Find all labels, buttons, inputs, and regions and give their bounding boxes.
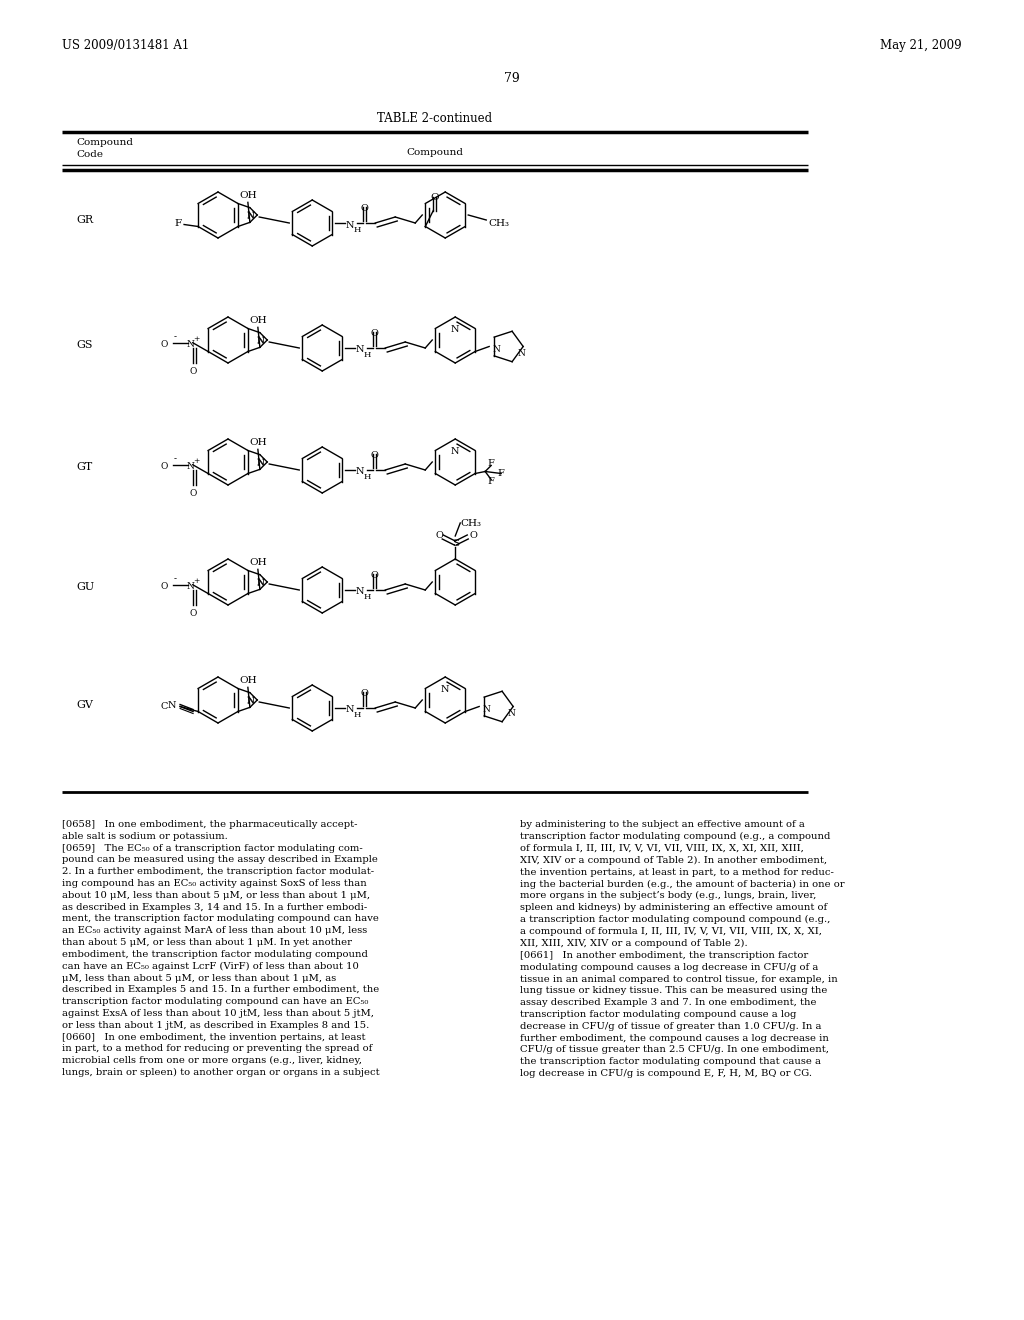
Text: N: N — [345, 220, 353, 230]
Text: N: N — [186, 462, 195, 471]
Text: OH: OH — [239, 676, 257, 685]
Text: H: H — [364, 593, 371, 601]
Text: GV: GV — [76, 700, 93, 710]
Text: H: H — [353, 711, 360, 719]
Text: Compound: Compound — [407, 148, 464, 157]
Text: GT: GT — [76, 462, 92, 473]
Text: O: O — [371, 572, 378, 579]
Text: OH: OH — [249, 558, 266, 568]
Text: N: N — [345, 705, 353, 714]
Text: N: N — [482, 705, 490, 714]
Text: Code: Code — [76, 150, 103, 158]
Text: H: H — [353, 226, 360, 234]
Text: N: N — [441, 685, 450, 694]
Text: TABLE 2-continued: TABLE 2-continued — [378, 111, 493, 124]
Text: N: N — [257, 578, 265, 587]
Text: by administering to the subject an effective amount of a
transcription factor mo: by administering to the subject an effec… — [520, 820, 845, 1078]
Text: GU: GU — [76, 582, 94, 591]
Text: O: O — [371, 451, 378, 459]
Text: GR: GR — [76, 215, 93, 224]
Text: O: O — [161, 341, 168, 350]
Text: N: N — [257, 458, 265, 467]
Text: N: N — [186, 341, 195, 350]
Text: N: N — [247, 697, 255, 706]
Text: CH₃: CH₃ — [460, 519, 481, 528]
Text: N: N — [247, 211, 255, 220]
Text: May 21, 2009: May 21, 2009 — [881, 38, 962, 51]
Text: C: C — [161, 702, 168, 711]
Text: H: H — [364, 351, 371, 359]
Text: N: N — [168, 701, 176, 710]
Text: -: - — [173, 454, 176, 463]
Text: O: O — [371, 329, 378, 338]
Text: CH₃: CH₃ — [488, 219, 509, 227]
Text: H: H — [364, 473, 371, 480]
Text: OH: OH — [249, 317, 266, 325]
Text: N: N — [507, 709, 515, 718]
Text: N: N — [355, 467, 364, 477]
Text: F: F — [487, 459, 494, 469]
Text: N: N — [257, 578, 265, 587]
Text: +: + — [194, 335, 200, 343]
Text: O: O — [360, 205, 369, 213]
Text: N: N — [451, 325, 460, 334]
Text: OH: OH — [249, 438, 266, 447]
Text: N: N — [355, 587, 364, 597]
Text: N: N — [517, 348, 525, 358]
Text: OH: OH — [239, 191, 257, 201]
Text: GS: GS — [76, 341, 92, 350]
Text: -: - — [173, 333, 176, 341]
Text: O: O — [161, 462, 168, 471]
Text: N: N — [451, 447, 460, 455]
Text: F: F — [487, 477, 494, 486]
Text: N: N — [257, 337, 265, 346]
Text: O: O — [190, 367, 198, 376]
Text: N: N — [247, 211, 255, 220]
Text: Compound: Compound — [76, 139, 133, 147]
Text: O: O — [360, 689, 369, 698]
Text: 79: 79 — [504, 71, 520, 84]
Text: O: O — [190, 609, 198, 618]
Text: US 2009/0131481 A1: US 2009/0131481 A1 — [62, 38, 189, 51]
Text: +: + — [194, 457, 200, 465]
Text: O: O — [190, 488, 198, 498]
Text: F: F — [498, 469, 504, 478]
Text: [0658]   In one embodiment, the pharmaceutically accept-
able salt is sodium or : [0658] In one embodiment, the pharmaceut… — [62, 820, 380, 1077]
Text: N: N — [186, 582, 195, 591]
Text: N: N — [493, 345, 500, 354]
Text: O: O — [435, 531, 443, 540]
Text: +: + — [194, 577, 200, 585]
Text: N: N — [257, 337, 265, 346]
Text: O: O — [469, 532, 477, 540]
Text: O: O — [430, 194, 438, 202]
Text: N: N — [247, 697, 255, 705]
Text: S: S — [452, 539, 459, 548]
Text: O: O — [161, 582, 168, 591]
Text: F: F — [175, 219, 182, 228]
Text: -: - — [173, 574, 176, 583]
Text: N: N — [257, 458, 265, 467]
Text: N: N — [355, 346, 364, 355]
